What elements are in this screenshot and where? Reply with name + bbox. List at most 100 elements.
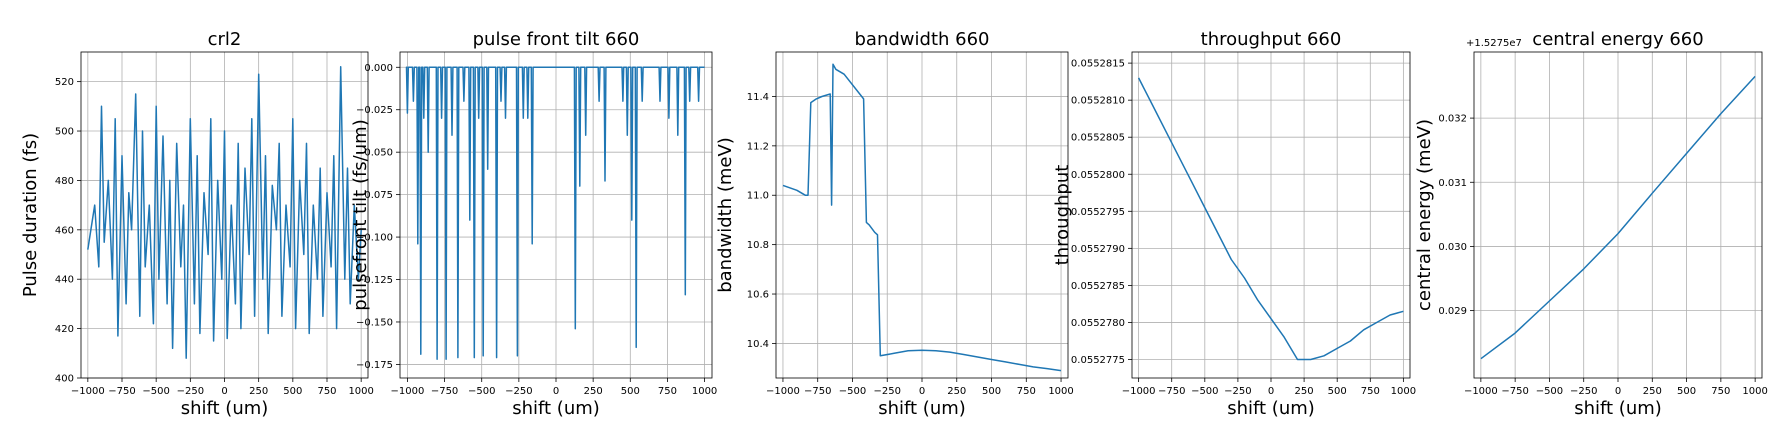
y-tick-label: 0.029 (1438, 306, 1467, 317)
y-tick-label: 11.4 (747, 92, 769, 103)
x-tick-label: −1000 (766, 386, 800, 397)
y-tick-label: 0.0552775 (1071, 355, 1125, 366)
axis-offset-text: +1.5275e7 (1466, 38, 1522, 49)
chart-2: −1000 −750 −500 −250 0 250 500 750 1000 0.000 −0.0… (350, 29, 717, 419)
x-tick-label: 0 (553, 386, 559, 397)
y-axis-label: throughput (1052, 165, 1073, 266)
x-tick-label: 750 (317, 386, 336, 397)
x-tick-label: −250 (874, 386, 901, 397)
x-tick-label: 750 (658, 386, 677, 397)
x-tick-label: −250 (177, 386, 204, 397)
chart-title: throughput 660 (1201, 29, 1342, 50)
x-tick-label: −1000 (1464, 386, 1498, 397)
x-axis-label: shift (um) (512, 398, 600, 419)
y-axis-label: pulsefront tilt (fs/um) (350, 119, 371, 310)
y-tick-label: 420 (55, 324, 74, 335)
x-tick-label: 0 (919, 386, 925, 397)
x-tick-label: −750 (1501, 386, 1528, 397)
x-tick-label: −1000 (1122, 386, 1156, 397)
y-tick-label: 0.031 (1438, 178, 1467, 189)
y-tick-label: 10.6 (747, 290, 769, 301)
chart-title: bandwidth 660 (855, 29, 990, 50)
y-tick-label: 0.0552800 (1071, 170, 1125, 181)
x-tick-label: −1000 (71, 386, 105, 397)
x-tick-label: −250 (1224, 386, 1251, 397)
y-tick-label: 0.0552795 (1071, 207, 1125, 218)
x-tick-label: 1000 (348, 386, 373, 397)
y-tick-label: 500 (55, 127, 74, 138)
chart-title: central energy 660 (1532, 29, 1703, 50)
x-tick-label: −750 (1158, 386, 1185, 397)
y-tick-label: 0.000 (364, 63, 393, 74)
chart-4: −1000 −750 −500 −250 0 250 500 750 1000 0.0552775… (1052, 29, 1416, 419)
x-tick-label: 500 (982, 386, 1001, 397)
x-tick-label: 250 (584, 386, 603, 397)
x-tick-label: 1000 (1391, 386, 1416, 397)
x-tick-label: 750 (1711, 386, 1730, 397)
y-axis-label: bandwidth (meV) (715, 137, 736, 293)
y-tick-label: −0.050 (356, 148, 393, 159)
chart-title: crl2 (208, 29, 242, 50)
x-tick-label: 750 (1017, 386, 1036, 397)
y-tick-label: 460 (55, 225, 74, 236)
series-line (1137, 77, 1404, 361)
x-tick-label: 1000 (1742, 386, 1767, 397)
chart-title: pulse front tilt 660 (473, 29, 640, 50)
x-tick-label: −750 (431, 386, 458, 397)
x-tick-label: 0 (221, 386, 227, 397)
x-tick-label: −500 (839, 386, 866, 397)
x-tick-label: −500 (1536, 386, 1563, 397)
y-tick-label: 480 (55, 176, 74, 187)
y-tick-label: −0.125 (356, 275, 393, 286)
y-tick-label: 0.0552790 (1071, 244, 1125, 255)
x-tick-label: 0 (1615, 386, 1621, 397)
x-tick-label: −500 (468, 386, 495, 397)
chart-1: −1000 −750 −500 −250 0 250 500 750 1000 400 420 440… (20, 29, 374, 419)
x-tick-label: −500 (1191, 386, 1218, 397)
x-tick-label: 250 (249, 386, 268, 397)
y-tick-label: −0.150 (356, 317, 393, 328)
y-tick-label: 11.0 (747, 191, 769, 202)
series-line (1480, 75, 1756, 360)
y-tick-label: 0.0552805 (1071, 133, 1125, 144)
x-tick-label: 0 (1268, 386, 1274, 397)
x-axis-label: shift (um) (1574, 398, 1662, 419)
y-tick-label: 440 (55, 275, 74, 286)
y-tick-label: −0.100 (356, 233, 393, 244)
y-tick-label: 0.0552780 (1071, 318, 1125, 329)
series-line (87, 66, 362, 359)
x-tick-label: 500 (283, 386, 302, 397)
x-tick-label: 500 (621, 386, 640, 397)
x-tick-label: 250 (1295, 386, 1314, 397)
x-tick-label: 500 (1677, 386, 1696, 397)
x-tick-label: −250 (1570, 386, 1597, 397)
x-tick-label: 1000 (1048, 386, 1073, 397)
y-tick-label: 0.032 (1438, 114, 1467, 125)
y-tick-label: 0.0552785 (1071, 281, 1125, 292)
y-tick-label: 400 (55, 374, 74, 385)
chart-5: −1000 −750 −500 −250 0 250 500 750 1000 0.029 0.03… (1414, 29, 1768, 419)
x-tick-label: −500 (142, 386, 169, 397)
y-tick-label: −0.025 (356, 105, 393, 116)
y-tick-label: 11.2 (747, 141, 769, 152)
x-tick-label: 500 (1328, 386, 1347, 397)
x-tick-label: 250 (947, 386, 966, 397)
y-axis-label: central energy (meV) (1414, 119, 1435, 311)
x-tick-label: −750 (804, 386, 831, 397)
y-axis-label: Pulse duration (fs) (20, 133, 41, 297)
y-tick-label: −0.175 (356, 360, 393, 371)
x-axis-label: shift (um) (181, 398, 269, 419)
series-line (782, 63, 1062, 372)
series-line (405, 66, 705, 361)
x-axis-label: shift (um) (878, 398, 966, 419)
x-tick-label: −250 (505, 386, 532, 397)
y-tick-label: −0.075 (356, 190, 393, 201)
y-tick-label: 10.8 (747, 240, 769, 251)
chart-3: −1000 −750 −500 −250 0 250 500 750 1000 10.4 10.6 1… (715, 29, 1074, 419)
y-tick-label: 0.0552815 (1071, 59, 1125, 70)
y-tick-label: 0.030 (1438, 242, 1467, 253)
y-tick-label: 520 (55, 77, 74, 88)
x-axis-label: shift (um) (1227, 398, 1315, 419)
x-tick-label: −1000 (391, 386, 425, 397)
